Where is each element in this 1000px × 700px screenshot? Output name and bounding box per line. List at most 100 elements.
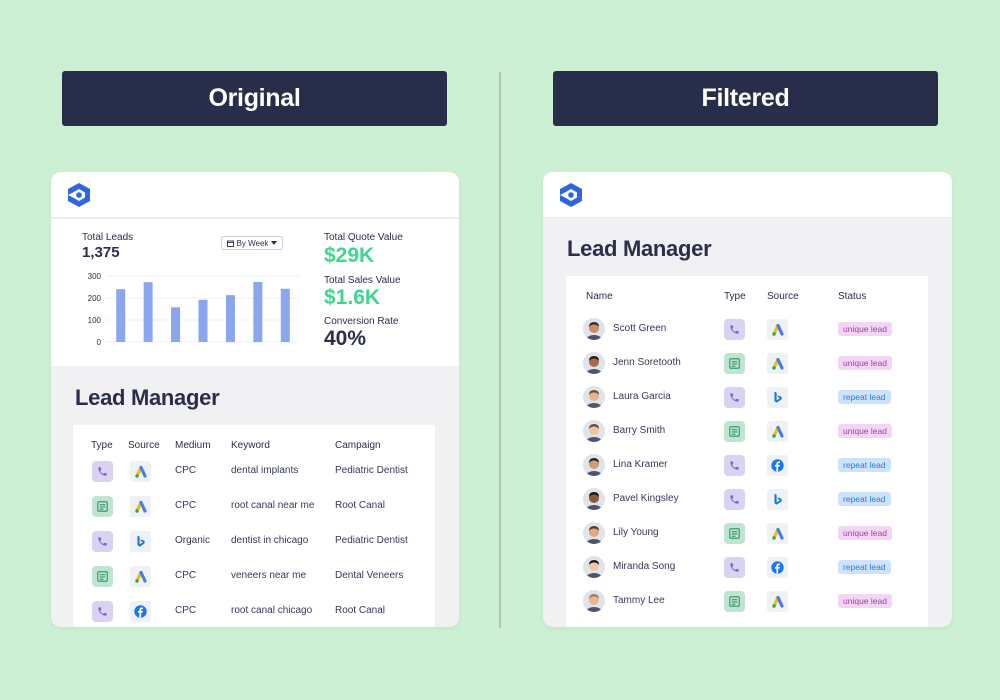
campaign-cell: Pediatric Dentist — [335, 535, 408, 546]
phone-call-icon — [724, 319, 745, 340]
avatar — [583, 420, 605, 442]
filtered-banner-label: Filtered — [701, 84, 790, 112]
google-ads-icon — [130, 496, 151, 517]
phone-call-icon — [724, 387, 745, 408]
keyword-cell: dental implants — [231, 465, 299, 476]
chart-bar — [116, 289, 126, 342]
lead-name: Lina Kramer — [613, 459, 668, 470]
medium-cell: CPC — [175, 605, 197, 616]
bing-icon — [767, 387, 788, 408]
calendar-icon — [226, 240, 234, 247]
logo-icon — [68, 183, 90, 207]
column-header-keyword: Keyword — [231, 440, 270, 451]
lead-name: Laura Garcia — [613, 391, 671, 402]
page-title: Lead Manager — [75, 385, 220, 410]
keyword-cell: root canal near me — [231, 500, 315, 511]
form-icon — [724, 523, 745, 544]
total-quote-value: $29K — [324, 244, 375, 267]
lead-name: Jenn Soretooth — [613, 357, 681, 368]
campaign-cell: Root Canal — [335, 605, 386, 616]
avatar — [583, 318, 605, 340]
campaign-cell: Pediatric Dentist — [335, 465, 408, 476]
phone-call-icon — [724, 489, 745, 510]
total-sales-label: Total Sales Value — [324, 275, 401, 286]
phone-call-icon — [724, 455, 745, 476]
keyword-cell: veneers near me — [231, 570, 307, 581]
avatar — [583, 488, 605, 510]
original-banner: Original — [62, 71, 447, 126]
column-header-type: Type — [724, 291, 746, 302]
chart-bar — [198, 299, 208, 342]
chart-bar — [171, 307, 181, 342]
campaign-cell: Dental Veneers — [335, 570, 404, 581]
leads-table: Type Source Medium Keyword Campaign CPC d… — [73, 425, 435, 627]
original-banner-label: Original — [208, 84, 301, 112]
lead-name: Scott Green — [613, 323, 667, 334]
google-ads-icon — [767, 421, 788, 442]
y-tick-label: 100 — [88, 316, 102, 325]
column-header-status: Status — [838, 291, 867, 302]
google-ads-icon — [130, 566, 151, 587]
status-badge: unique lead — [838, 526, 892, 540]
filtered-leads-table: Name Type Source Status Scott Green uniqu… — [566, 276, 928, 627]
card-header — [51, 172, 459, 218]
form-icon — [724, 421, 745, 442]
avatar — [583, 522, 605, 544]
bing-icon — [130, 531, 151, 552]
status-badge: repeat lead — [838, 458, 891, 472]
facebook-icon — [767, 455, 788, 476]
chevron-down-icon — [271, 241, 278, 245]
page-title: Lead Manager — [567, 236, 712, 261]
status-badge: repeat lead — [838, 492, 891, 506]
phone-call-icon — [92, 461, 113, 482]
status-badge: unique lead — [838, 594, 892, 608]
y-tick-label: 300 — [88, 272, 102, 281]
phone-call-icon — [724, 557, 745, 578]
y-tick-label: 0 — [97, 338, 102, 347]
campaign-cell: Root Canal — [335, 500, 386, 511]
google-ads-icon — [767, 319, 788, 340]
facebook-icon — [767, 557, 788, 578]
lead-name: Barry Smith — [613, 425, 666, 436]
divider — [499, 72, 501, 628]
column-header-name: Name — [586, 291, 613, 302]
status-badge: unique lead — [838, 356, 892, 370]
form-icon — [724, 353, 745, 374]
avatar — [583, 386, 605, 408]
phone-call-icon — [92, 601, 113, 622]
total-quote-label: Total Quote Value — [324, 232, 403, 243]
lead-name: Miranda Song — [613, 561, 676, 572]
medium-cell: CPC — [175, 570, 197, 581]
original-card: Total Leads 1,375 By Week 300 200 100 0 Tot… — [51, 172, 459, 627]
google-ads-icon — [767, 591, 788, 612]
conversion-value: 40% — [324, 327, 367, 350]
avatar — [583, 352, 605, 374]
lead-name: Lily Young — [613, 527, 659, 538]
form-icon — [92, 566, 113, 587]
avatar — [583, 556, 605, 578]
lead-name: Pavel Kingsley — [613, 493, 679, 504]
status-badge: repeat lead — [838, 560, 891, 574]
period-select-label: By Week — [236, 238, 269, 248]
column-header-medium: Medium — [175, 440, 211, 451]
logo-icon — [560, 183, 582, 207]
column-header-source: Source — [767, 291, 799, 302]
chart-bar — [143, 282, 153, 342]
card-header — [543, 172, 952, 218]
status-badge: unique lead — [838, 322, 892, 336]
chart-bar — [253, 281, 263, 342]
y-tick-label: 200 — [88, 294, 102, 303]
filtered-card: Lead Manager Name Type Source Status Sco… — [543, 172, 952, 627]
status-badge: unique lead — [838, 424, 892, 438]
filtered-banner: Filtered — [553, 71, 938, 126]
avatar — [583, 590, 605, 612]
lead-name: Tammy Lee — [613, 595, 665, 606]
medium-cell: Organic — [175, 535, 211, 546]
chart-bar — [280, 288, 290, 342]
column-header-source: Source — [128, 440, 160, 451]
bing-icon — [767, 489, 788, 510]
keyword-cell: dentist in chicago — [231, 535, 309, 546]
chart-bar — [225, 295, 235, 342]
keyword-cell: root canal chicago — [231, 605, 313, 616]
period-select[interactable]: By Week — [221, 236, 283, 250]
